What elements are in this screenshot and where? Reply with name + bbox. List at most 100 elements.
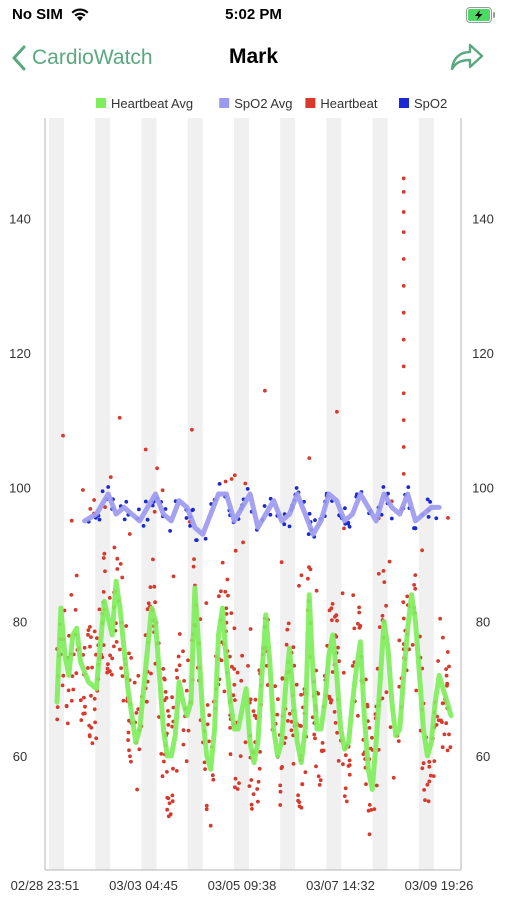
legend-label: Heartbeat — [320, 96, 377, 111]
heartbeat-point — [336, 759, 341, 763]
spo2-point — [122, 517, 127, 522]
heartbeat-point — [207, 739, 211, 744]
heartbeat-point — [166, 796, 171, 801]
heartbeat-point — [127, 718, 131, 723]
grid-band — [233, 118, 249, 870]
heartbeat-point — [171, 574, 176, 579]
heartbeat-point — [105, 666, 110, 671]
chevron-left-icon — [12, 45, 26, 71]
heartbeat-point — [446, 516, 450, 520]
heartbeat-point — [335, 409, 339, 414]
heartbeat-point — [249, 778, 254, 782]
heartbeat-point — [237, 781, 241, 785]
heartbeat-point — [101, 556, 106, 560]
heartbeat-point — [81, 488, 85, 492]
heartbeat-point — [391, 775, 396, 780]
heartbeat-point — [103, 569, 107, 574]
heartbeat-point — [204, 601, 209, 605]
heartbeat-point — [103, 505, 107, 509]
carrier-label: No SIM — [12, 6, 63, 23]
x-tick-label: 03/05 09:38 — [208, 878, 277, 893]
heartbeat-point — [357, 610, 362, 615]
heartbeat-point — [444, 667, 448, 671]
heartbeat-point — [255, 787, 260, 791]
heartbeat-point — [124, 624, 129, 628]
heartbeat-point — [330, 602, 335, 606]
heartbeat-point — [159, 752, 164, 756]
heartbeat-point — [203, 767, 208, 771]
share-button[interactable] — [450, 42, 484, 77]
heartbeat-point — [66, 688, 71, 693]
spo2-point — [413, 526, 418, 531]
heartbeat-point — [118, 562, 123, 566]
heartbeat-point — [412, 583, 416, 587]
legend-swatch — [96, 98, 106, 108]
heartbeat-point — [413, 573, 418, 577]
heartbeat-point — [166, 723, 171, 727]
heartbeat-point — [229, 611, 234, 615]
back-button[interactable]: CardioWatch — [12, 42, 153, 74]
heartbeat-point — [92, 696, 97, 701]
heartbeat-point — [152, 584, 157, 589]
heartbeat-point — [414, 688, 419, 693]
spo2-point — [217, 482, 222, 486]
heartbeat-point — [92, 498, 96, 502]
heartbeat-point — [73, 608, 78, 612]
heartbeat-point — [67, 633, 71, 638]
heartbeat-point — [445, 681, 450, 686]
heartbeat-point — [367, 832, 372, 837]
heartbeat-point — [332, 710, 337, 714]
heartbeat-point — [299, 805, 304, 810]
heartbeat-point — [257, 766, 262, 771]
spo2-point — [194, 538, 199, 542]
heartbeat-point — [101, 590, 106, 594]
heartbeat-point — [224, 612, 229, 616]
status-time: 5:02 PM — [225, 6, 282, 23]
heartbeat-point — [143, 447, 148, 452]
heartbeat-point — [205, 722, 210, 727]
heartbeat-point — [436, 718, 441, 723]
heartbeat-point — [106, 662, 110, 667]
heartbeat-point — [182, 679, 187, 683]
heartbeat-point — [126, 738, 130, 742]
spo2-point — [203, 536, 208, 541]
heartbeat-point — [317, 783, 322, 787]
heartbeat-point — [228, 654, 232, 659]
spo2-point — [268, 512, 273, 517]
heartbeat-point — [431, 774, 436, 778]
heartbeat-point — [88, 625, 92, 629]
heartbeat-point — [436, 659, 440, 663]
heartbeat-point — [102, 551, 107, 556]
heartbeat-point — [249, 802, 254, 807]
y-tick-label-right: 140 — [472, 212, 494, 227]
spo2-point — [124, 499, 129, 504]
heartbeat-point — [397, 638, 402, 643]
heartbeat-point — [432, 759, 437, 763]
grid-band — [187, 118, 203, 870]
heartbeat-point — [229, 477, 234, 481]
heartbeat-point — [134, 711, 139, 715]
heartbeat-point — [81, 711, 86, 716]
heartbeat-point — [401, 230, 406, 235]
heartbeat-point — [207, 713, 212, 718]
heartbeat-point — [314, 588, 319, 593]
spo2-point — [428, 500, 432, 504]
heartbeat-point — [444, 673, 449, 678]
heartbeat-point — [108, 475, 113, 479]
heartbeat-point — [347, 763, 352, 767]
spo2-point — [307, 511, 312, 516]
heartbeat-point — [192, 557, 196, 561]
spo2-point — [106, 485, 111, 489]
spo2-point — [347, 524, 352, 529]
heartbeat-point — [447, 664, 451, 669]
heartbeat-point — [162, 677, 167, 682]
spo2-point — [143, 499, 148, 504]
heartbeat-point — [314, 764, 318, 769]
spo2-point — [287, 524, 292, 529]
heartbeat-point — [401, 190, 406, 194]
heartbeat-point — [146, 601, 151, 606]
heartbeat-point — [441, 635, 445, 640]
heartbeat-point — [86, 666, 90, 670]
heartbeat-point — [280, 676, 285, 681]
grid-band — [418, 118, 434, 870]
